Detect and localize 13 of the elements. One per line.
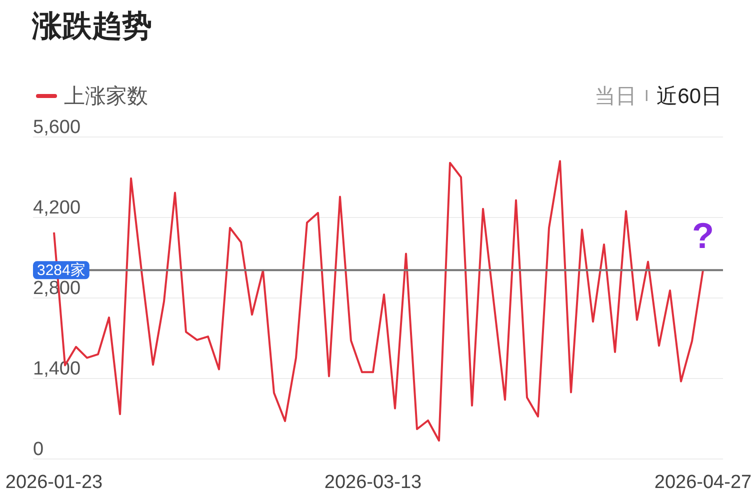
annotation: ? bbox=[692, 215, 714, 256]
y-tick-label: 1,400 bbox=[33, 358, 81, 380]
x-tick-label: 2026-01-23 bbox=[5, 472, 103, 493]
y-tick-label: 4,200 bbox=[33, 198, 81, 218]
x-tick-label: 2026-04-27 bbox=[654, 472, 752, 493]
x-tick-label: 2026-03-13 bbox=[324, 472, 422, 493]
y-tick-label: 5,600 bbox=[33, 117, 81, 138]
text: 近60日 bbox=[656, 85, 722, 108]
text: 当日 bbox=[594, 85, 637, 108]
chart-title: 涨跌趋势 bbox=[31, 10, 152, 43]
y-tick-label: 0 bbox=[33, 439, 44, 460]
legend-label: 上涨家数 bbox=[64, 85, 148, 108]
ref-line-label: 3284家 bbox=[37, 262, 86, 280]
